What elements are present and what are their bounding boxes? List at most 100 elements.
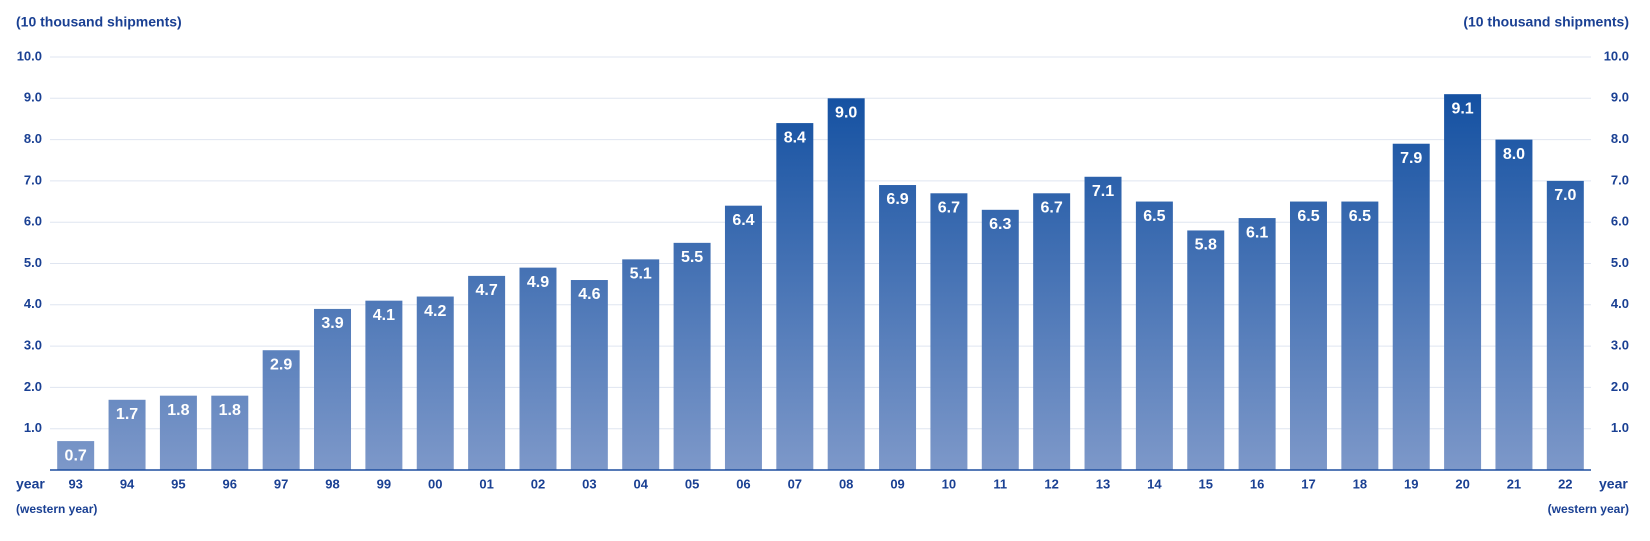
x-tick-label: 05 bbox=[685, 476, 699, 491]
y-axis-label: (10 thousand shipments) bbox=[16, 14, 182, 30]
value-label: 7.1 bbox=[1092, 183, 1114, 200]
bar bbox=[159, 395, 197, 470]
x-tick-label: 96 bbox=[223, 476, 237, 491]
bar bbox=[930, 193, 968, 471]
value-label: 6.4 bbox=[732, 212, 754, 229]
bar bbox=[776, 123, 814, 470]
bar bbox=[1187, 230, 1225, 470]
value-label: 6.7 bbox=[938, 200, 960, 217]
x-tick-label: 98 bbox=[325, 476, 339, 491]
value-label: 8.4 bbox=[784, 129, 806, 146]
value-label: 5.5 bbox=[681, 249, 703, 266]
x-tick-label: 10 bbox=[942, 476, 956, 491]
value-label: 6.3 bbox=[989, 216, 1011, 233]
value-label: 4.6 bbox=[578, 286, 600, 303]
bar bbox=[1546, 180, 1584, 470]
bar bbox=[519, 267, 557, 470]
bar bbox=[1135, 201, 1173, 471]
value-label: 1.8 bbox=[167, 402, 189, 419]
value-label: 4.2 bbox=[424, 303, 446, 320]
y-tick-label: 6.0 bbox=[24, 214, 42, 229]
x-tick-label: 03 bbox=[582, 476, 596, 491]
value-label: 5.8 bbox=[1195, 237, 1217, 254]
y2-tick-label: 3.0 bbox=[1611, 338, 1629, 353]
x-tick-label: 06 bbox=[736, 476, 750, 491]
value-label: 8.0 bbox=[1503, 146, 1525, 163]
x-tick-label: 11 bbox=[993, 476, 1007, 491]
y2-tick-label: 4.0 bbox=[1611, 296, 1629, 311]
value-label: 0.7 bbox=[65, 447, 87, 464]
bar bbox=[724, 205, 762, 470]
x-tick-label: 16 bbox=[1250, 476, 1264, 491]
y2-tick-label: 1.0 bbox=[1611, 420, 1629, 435]
value-label: 1.8 bbox=[219, 402, 241, 419]
x-tick-label: 93 bbox=[68, 476, 82, 491]
bar bbox=[1444, 94, 1482, 471]
x-tick-label: 17 bbox=[1301, 476, 1315, 491]
bar bbox=[622, 259, 660, 470]
bar bbox=[108, 399, 146, 470]
value-label: 4.9 bbox=[527, 274, 549, 291]
bar bbox=[673, 242, 711, 470]
value-label: 4.1 bbox=[373, 307, 395, 324]
value-label: 6.5 bbox=[1143, 208, 1165, 225]
x-tick-label: 12 bbox=[1044, 476, 1058, 491]
x-tick-label: 95 bbox=[171, 476, 185, 491]
y-tick-label: 9.0 bbox=[24, 90, 42, 105]
y2-tick-label: 6.0 bbox=[1611, 214, 1629, 229]
bar bbox=[1033, 193, 1071, 471]
x-tick-label: 20 bbox=[1455, 476, 1469, 491]
x-tick-label: 22 bbox=[1558, 476, 1572, 491]
x-tick-label: 94 bbox=[120, 476, 135, 491]
bar bbox=[1084, 176, 1122, 470]
y-tick-label: 4.0 bbox=[24, 296, 42, 311]
bar bbox=[468, 275, 506, 470]
value-label: 6.5 bbox=[1297, 208, 1319, 225]
y-tick-label: 8.0 bbox=[24, 131, 42, 146]
bar bbox=[827, 98, 865, 471]
y-tick-label: 7.0 bbox=[24, 172, 42, 187]
bar bbox=[1238, 218, 1276, 470]
value-label: 9.1 bbox=[1451, 100, 1473, 117]
y2-tick-label: 8.0 bbox=[1611, 131, 1629, 146]
x-tick-label: 14 bbox=[1147, 476, 1162, 491]
x-tick-label: 00 bbox=[428, 476, 442, 491]
bar bbox=[211, 395, 249, 470]
value-label: 7.9 bbox=[1400, 150, 1422, 167]
y2-tick-label: 5.0 bbox=[1611, 255, 1629, 270]
y2-tick-label: 9.0 bbox=[1611, 90, 1629, 105]
value-label: 6.1 bbox=[1246, 224, 1268, 241]
value-label: 1.7 bbox=[116, 406, 138, 423]
value-label: 6.9 bbox=[886, 191, 908, 208]
bar bbox=[1341, 201, 1379, 471]
y2-tick-label: 2.0 bbox=[1611, 379, 1629, 394]
bar bbox=[570, 280, 608, 470]
bar bbox=[314, 308, 352, 470]
x-tick-label: 15 bbox=[1199, 476, 1213, 491]
x-tick-label: 13 bbox=[1096, 476, 1110, 491]
value-label: 5.1 bbox=[630, 266, 652, 283]
bar bbox=[262, 350, 300, 470]
x-tick-label: 21 bbox=[1507, 476, 1521, 491]
bar bbox=[879, 185, 917, 470]
y-tick-label: 1.0 bbox=[24, 420, 42, 435]
bar bbox=[1289, 201, 1327, 471]
y2-tick-label: 10.0 bbox=[1604, 48, 1629, 63]
y-tick-label: 5.0 bbox=[24, 255, 42, 270]
x-tick-label: 18 bbox=[1353, 476, 1367, 491]
x-axis-sublabel-right: (western year) bbox=[1548, 502, 1629, 516]
value-label: 4.7 bbox=[475, 282, 497, 299]
x-tick-label: 97 bbox=[274, 476, 288, 491]
value-label: 2.9 bbox=[270, 356, 292, 373]
x-axis-label-right: year bbox=[1599, 476, 1628, 492]
y2-axis-label: (10 thousand shipments) bbox=[1463, 14, 1629, 30]
bar bbox=[1392, 143, 1430, 471]
bar bbox=[57, 441, 95, 470]
bar bbox=[416, 296, 454, 470]
x-tick-label: 19 bbox=[1404, 476, 1418, 491]
x-tick-label: 99 bbox=[377, 476, 391, 491]
x-tick-label: 08 bbox=[839, 476, 853, 491]
value-label: 6.5 bbox=[1349, 208, 1371, 225]
bar bbox=[981, 209, 1019, 470]
x-tick-label: 09 bbox=[890, 476, 904, 491]
